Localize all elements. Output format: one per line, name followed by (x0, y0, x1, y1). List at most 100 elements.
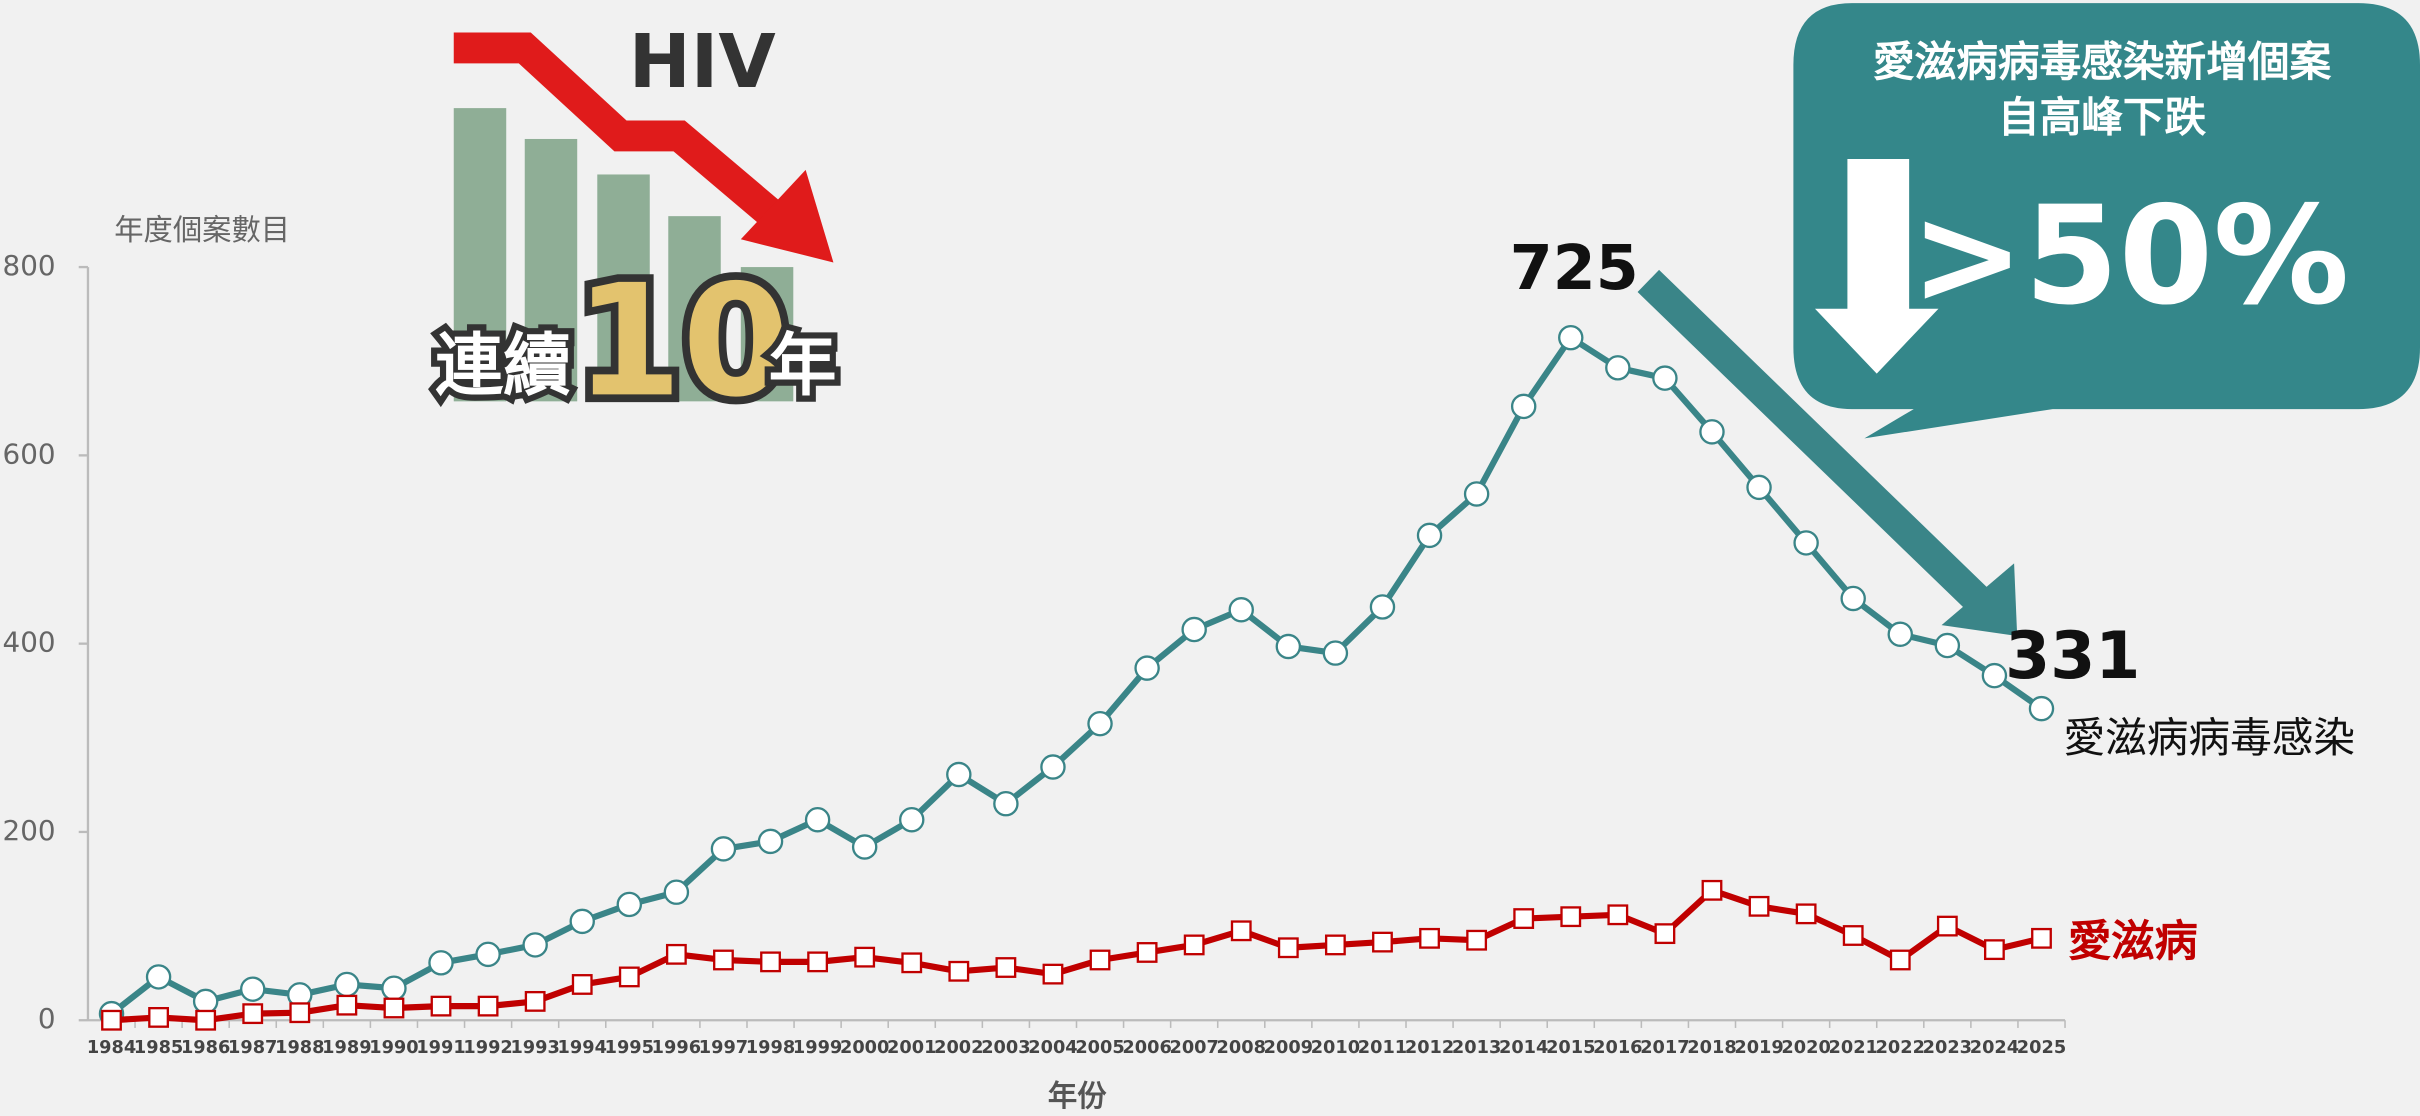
data-point (1889, 623, 1912, 646)
series-label: 愛滋病病毒感染 (2063, 713, 2355, 762)
x-tick-label: 1987 (228, 1038, 277, 1058)
x-tick-label: 2018 (1687, 1038, 1736, 1058)
x-tick-label: 2009 (1264, 1038, 1313, 1058)
data-point (385, 999, 404, 1018)
x-tick-label: 2000 (840, 1038, 889, 1058)
x-tick-label: 1989 (322, 1038, 371, 1058)
chart: HIV 連續 10 年 愛滋病病毒感染新增個案 自高峰下跌 >50% 年度個案數… (0, 0, 2420, 1116)
data-point (338, 996, 357, 1015)
data-point (291, 1003, 310, 1022)
y-tick-label: 600 (3, 437, 56, 470)
x-tick-label: 1990 (369, 1038, 418, 1058)
badge-label: HIV (629, 19, 776, 105)
data-point (902, 954, 921, 973)
data-point (1183, 618, 1206, 641)
data-point (477, 943, 500, 966)
data-point (1041, 755, 1064, 778)
data-point (243, 1004, 262, 1023)
x-tick-label: 1992 (463, 1038, 512, 1058)
badge-number: 10 (575, 252, 790, 431)
data-point (1185, 936, 1204, 955)
x-tick-label: 1996 (652, 1038, 701, 1058)
data-point (241, 978, 264, 1001)
data-point (335, 973, 358, 996)
x-tick-label: 2022 (1876, 1038, 1925, 1058)
data-point (1279, 938, 1298, 957)
x-tick-label: 2017 (1640, 1038, 1689, 1058)
data-point (1842, 587, 1865, 610)
data-point (1891, 951, 1910, 970)
data-point (2032, 929, 2051, 948)
x-tick-label: 2012 (1405, 1038, 1454, 1058)
data-point (761, 953, 780, 972)
data-point (759, 830, 782, 853)
data-point (618, 893, 641, 916)
data-point (714, 951, 733, 970)
data-point (1138, 943, 1157, 962)
x-tick-label: 2010 (1311, 1038, 1360, 1058)
data-point (1232, 922, 1251, 941)
x-tick-label: 2008 (1217, 1038, 1266, 1058)
x-tick-label: 1984 (87, 1038, 136, 1058)
data-point (1936, 634, 1959, 657)
data-point (1700, 420, 1723, 443)
badge-text: 年 (769, 327, 837, 406)
data-point (1088, 712, 1111, 735)
data-point (900, 808, 923, 831)
x-tick-label: 1993 (510, 1038, 559, 1058)
x-tick-label: 2001 (887, 1038, 936, 1058)
callout-text: 愛滋病病毒感染新增個案 (1873, 37, 2332, 86)
data-point (1044, 965, 1063, 984)
x-tick-label: 2013 (1452, 1038, 1501, 1058)
x-tick-label: 2003 (981, 1038, 1030, 1058)
y-tick-label: 400 (3, 626, 56, 659)
data-point (1703, 881, 1722, 900)
data-point (147, 965, 170, 988)
data-point (1373, 933, 1392, 952)
x-tick-label: 1995 (605, 1038, 654, 1058)
x-tick-label: 1985 (134, 1038, 183, 1058)
x-tick-label: 2023 (1923, 1038, 1972, 1058)
data-point (1797, 905, 1816, 924)
x-tick-label: 1998 (746, 1038, 795, 1058)
x-tick-label: 2011 (1358, 1038, 1407, 1058)
data-point (997, 958, 1016, 977)
y-tick-label: 800 (3, 249, 56, 282)
x-tick-label: 1997 (699, 1038, 748, 1058)
data-point (196, 1011, 215, 1030)
data-point (855, 948, 874, 967)
data-point (808, 953, 827, 972)
data-point (1420, 929, 1439, 948)
data-point (1512, 395, 1535, 418)
data-point (1559, 326, 1582, 349)
data-point (194, 990, 217, 1013)
data-point (950, 962, 969, 981)
x-tick-label: 1991 (416, 1038, 465, 1058)
data-point (102, 1011, 121, 1030)
series-label: 愛滋病 (2068, 917, 2198, 967)
badge-text: 連續 (435, 327, 571, 406)
x-tick-label: 2007 (1170, 1038, 1219, 1058)
callout-value: >50% (1910, 178, 2349, 336)
x-tick-label: 1988 (275, 1038, 324, 1058)
data-point (382, 977, 405, 1000)
data-point (1653, 367, 1676, 390)
data-point (667, 945, 686, 964)
x-tick-label: 2002 (934, 1038, 983, 1058)
data-point (1371, 595, 1394, 618)
data-point (1418, 524, 1441, 547)
x-axis-title: 年份 (1048, 1079, 1107, 1113)
data-point (1277, 635, 1300, 658)
data-point (1324, 641, 1347, 664)
data-point (853, 835, 876, 858)
x-tick-label: 1999 (793, 1038, 842, 1058)
y-tick-label: 0 (38, 1002, 56, 1035)
data-point (1091, 951, 1110, 970)
data-point (2030, 697, 2053, 720)
data-point (712, 837, 735, 860)
data-point (1467, 931, 1486, 950)
x-tick-label: 2025 (2017, 1038, 2066, 1058)
x-tick-label: 2005 (1075, 1038, 1124, 1058)
data-point (573, 975, 592, 994)
x-tick-label: 2015 (1546, 1038, 1595, 1058)
